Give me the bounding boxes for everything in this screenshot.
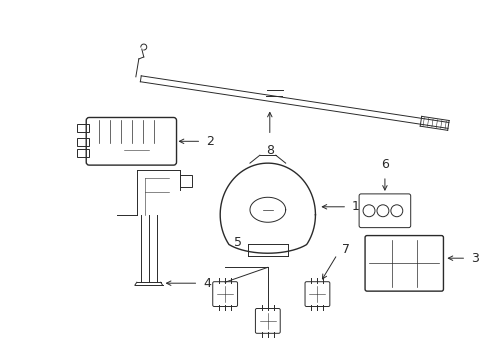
Text: 2: 2 bbox=[206, 135, 214, 148]
Text: 8: 8 bbox=[265, 144, 273, 157]
Text: 4: 4 bbox=[203, 277, 211, 290]
Text: 3: 3 bbox=[470, 252, 478, 265]
Text: 1: 1 bbox=[351, 200, 359, 213]
Text: 6: 6 bbox=[380, 158, 388, 171]
Text: 5: 5 bbox=[234, 237, 242, 249]
Text: 7: 7 bbox=[342, 243, 349, 256]
